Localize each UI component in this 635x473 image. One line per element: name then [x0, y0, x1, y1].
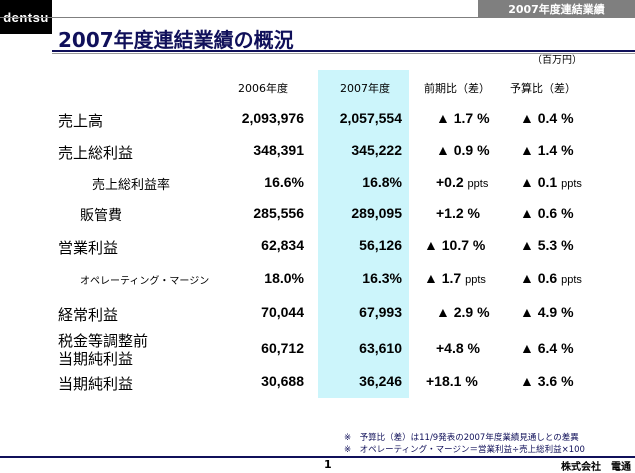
- value-2006: 60,712: [261, 340, 304, 356]
- header-yoy: 前期比（差）: [424, 82, 490, 95]
- row-label: 販管費: [80, 208, 122, 224]
- budget-change: ▲ 3.6 %: [520, 373, 574, 389]
- header-budget: 予算比（差）: [510, 82, 576, 95]
- value-2006: 2,093,976: [241, 110, 304, 126]
- row-label: 営業利益: [58, 239, 119, 257]
- budget-change: ▲ 1.4 %: [520, 142, 574, 158]
- value-2007: 345,222: [351, 142, 402, 158]
- row-label: オペレーティング・マージン: [80, 276, 210, 287]
- value-2007: 67,993: [359, 304, 402, 320]
- yoy-unit: ppts: [465, 274, 486, 286]
- budget-change: ▲ 6.4 %: [520, 340, 574, 356]
- yoy-change: ▲ 10.7 %: [424, 237, 486, 253]
- value-2006: 16.6%: [264, 174, 304, 190]
- yoy-change: +18.1 %: [426, 373, 478, 389]
- budget-unit: ppts: [561, 178, 582, 190]
- value-2007: 16.3%: [362, 270, 402, 286]
- yoy-change: +0.2 ppts: [436, 174, 488, 190]
- row-label-line1: 税金等調整前: [58, 332, 149, 350]
- yoy-change: +4.8 %: [436, 340, 480, 356]
- header-2006: 2006年度: [238, 82, 288, 95]
- value-2007: 2,057,554: [339, 110, 402, 126]
- page-number: 1: [324, 458, 332, 471]
- footnote-margin: ※ オペレーティング・マージン＝営業利益÷売上総利益×100: [344, 445, 585, 455]
- value-2006: 348,391: [253, 142, 304, 158]
- value-2007: 63,610: [359, 340, 402, 356]
- title-underline-shadow: [52, 53, 635, 54]
- budget-change: ▲ 5.3 %: [520, 237, 574, 253]
- value-2006: 62,834: [261, 237, 304, 253]
- value-2007: 16.8%: [362, 174, 402, 190]
- row-label: 売上高: [58, 112, 104, 130]
- yoy-value: +0.2: [436, 174, 464, 190]
- yoy-change: ▲ 1.7 %: [436, 110, 490, 126]
- row-label: 当期純利益: [58, 375, 134, 393]
- value-2007: 36,246: [359, 373, 402, 389]
- budget-value: ▲ 0.1: [520, 174, 558, 190]
- yoy-change: +1.2 %: [436, 205, 480, 221]
- unit-label: （百万円）: [532, 55, 582, 66]
- value-2006: 30,688: [261, 373, 304, 389]
- yoy-change: ▲ 0.9 %: [436, 142, 490, 158]
- company-name: 株式会社 電通: [561, 462, 631, 473]
- header-2007: 2007年度: [340, 82, 390, 95]
- budget-change: ▲ 0.6 %: [520, 205, 574, 221]
- page-title: 2007年度連結業績の概況: [58, 28, 294, 52]
- row-label: 売上総利益率: [92, 178, 171, 193]
- value-2007: 56,126: [359, 237, 402, 253]
- value-2006: 70,044: [261, 304, 304, 320]
- row-label: 売上総利益: [58, 144, 134, 162]
- budget-change: ▲ 4.9 %: [520, 304, 574, 320]
- highlight-2007-column: [318, 70, 409, 398]
- section-tag: 2007年度連結業績: [478, 0, 635, 17]
- yoy-change: ▲ 2.9 %: [436, 304, 490, 320]
- footer-divider: [0, 456, 635, 458]
- yoy-change: ▲ 1.7 ppts: [424, 270, 486, 286]
- budget-change: ▲ 0.1 ppts: [520, 174, 582, 190]
- budget-value: ▲ 0.6: [520, 270, 558, 286]
- title-underline: [52, 50, 635, 52]
- value-2007: 289,095: [351, 205, 402, 221]
- top-divider: [0, 17, 635, 18]
- value-2006: 18.0%: [264, 270, 304, 286]
- yoy-value: ▲ 1.7: [424, 270, 462, 286]
- footnote-budget: ※ 予算比（差）は11/9発表の2007年度業績見通しとの差異: [344, 433, 579, 443]
- value-2006: 285,556: [253, 205, 304, 221]
- yoy-unit: ppts: [467, 178, 489, 190]
- budget-change: ▲ 0.4 %: [520, 110, 574, 126]
- budget-change: ▲ 0.6 ppts: [520, 270, 582, 286]
- row-label: 経常利益: [58, 306, 119, 324]
- budget-unit: ppts: [561, 274, 582, 286]
- row-label-line2: 当期純利益: [58, 350, 134, 368]
